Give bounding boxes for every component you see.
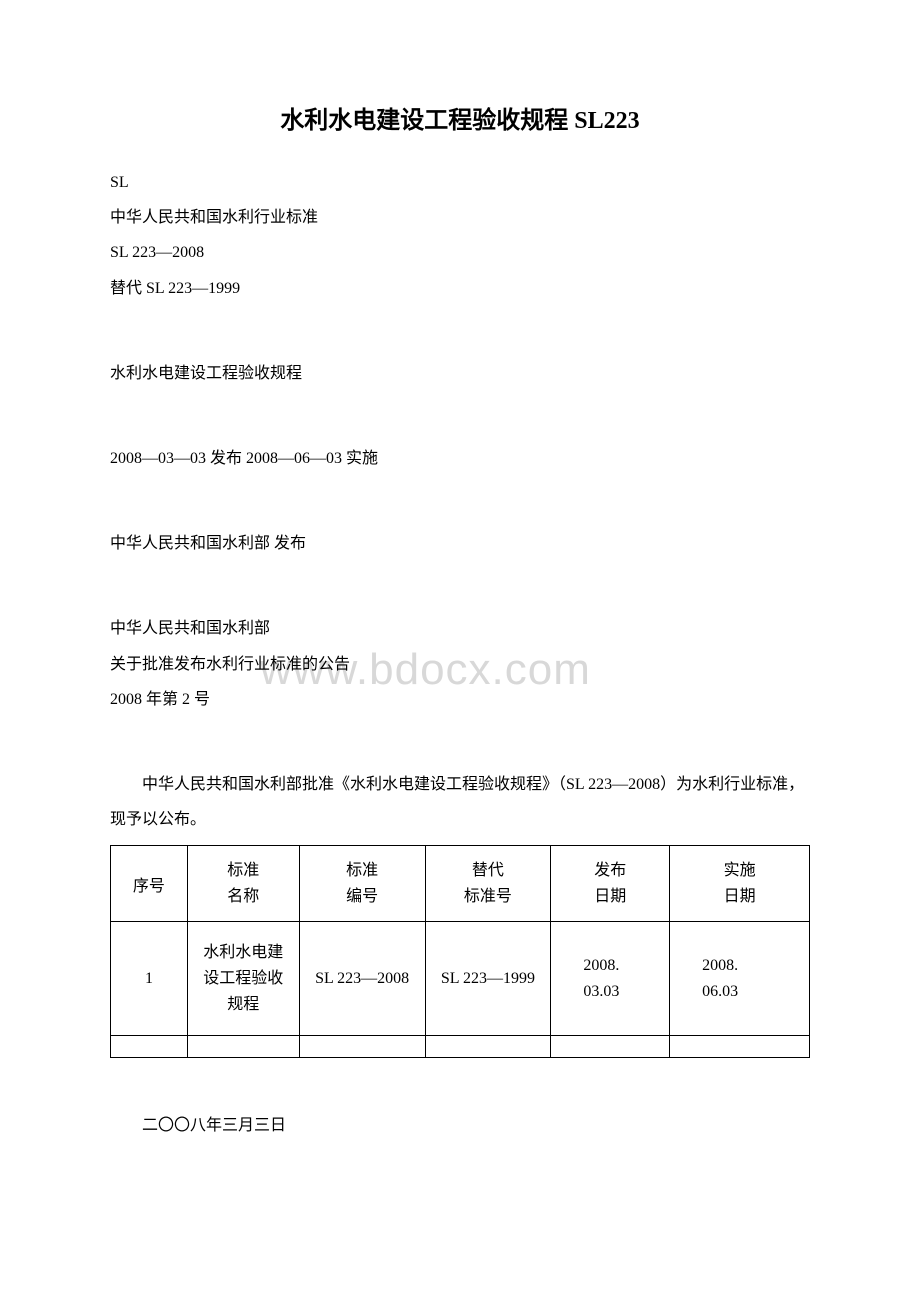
main-title: 水利水电建设工程验收规程 SL223 <box>110 100 810 135</box>
header-pubdate: 发布 日期 <box>551 846 670 922</box>
sub-title: 水利水电建设工程验收规程 <box>110 356 810 391</box>
header-name: 标准 名称 <box>187 846 299 922</box>
header-impldate: 实施 日期 <box>670 846 810 922</box>
table-row: 1 水利水电建设工程验收规程 SL 223—2008 SL 223—1999 2… <box>111 922 810 1036</box>
cell-seq: 1 <box>111 922 188 1036</box>
cell-pubdate: 2008. 03.03 <box>551 922 670 1036</box>
pub-impl-dates: 2008—03—03 发布 2008—06—03 实施 <box>110 441 810 476</box>
standard-table: 序号 标准 名称 标准 编号 替代 标准号 <box>110 845 810 1058</box>
header-stdno: 标准 编号 <box>299 846 425 922</box>
label-sl: SL <box>110 165 810 200</box>
publisher: 中华人民共和国水利部 发布 <box>110 526 810 561</box>
header-replace: 替代 标准号 <box>425 846 551 922</box>
announcement-no: 2008 年第 2 号 <box>110 682 810 717</box>
footer-date: 二〇〇八年三月三日 <box>110 1108 810 1143</box>
document-content: 水利水电建设工程验收规程 SL223 SL 中华人民共和国水利行业标准 SL 2… <box>110 100 810 1143</box>
cell-replace: SL 223—1999 <box>425 922 551 1036</box>
cell-stdno: SL 223—2008 <box>299 922 425 1036</box>
announcement-line: 关于批准发布水利行业标准的公告 <box>110 647 810 682</box>
cell-impldate: 2008. 06.03 <box>670 922 810 1036</box>
table-empty-row <box>111 1036 810 1058</box>
replace-line: 替代 SL 223—1999 <box>110 271 810 306</box>
cell-name: 水利水电建设工程验收规程 <box>187 922 299 1036</box>
header-seq: 序号 <box>111 846 188 922</box>
standard-no: SL 223—2008 <box>110 235 810 270</box>
ministry-line: 中华人民共和国水利部 <box>110 611 810 646</box>
table-header-row: 序号 标准 名称 标准 编号 替代 标准号 <box>111 846 810 922</box>
standard-org: 中华人民共和国水利行业标准 <box>110 200 810 235</box>
paragraph: 中华人民共和国水利部批准《水利水电建设工程验收规程》（SL 223—2008）为… <box>110 767 810 837</box>
